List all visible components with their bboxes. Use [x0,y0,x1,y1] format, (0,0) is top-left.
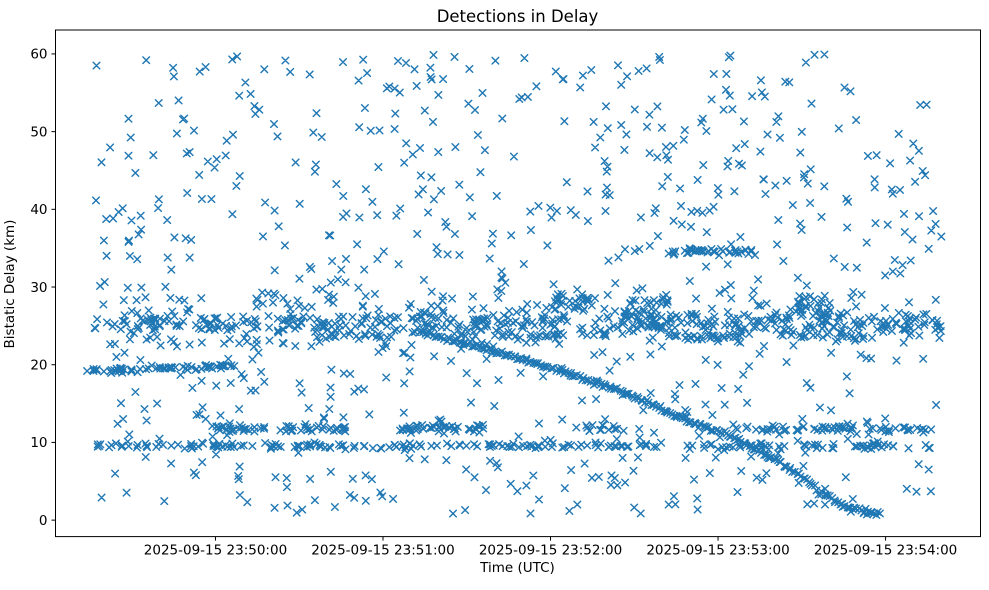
y-tick-label: 20 [30,358,47,374]
scatter-markers [83,50,946,519]
x-tick-label: 2025-09-15 23:52:00 [479,543,622,559]
y-tick-label: 60 [30,47,47,63]
y-tick-label: 10 [30,435,47,451]
y-tick-label: 0 [39,513,48,529]
x-tick-label: 2025-09-15 23:53:00 [646,543,789,559]
y-tick-label: 50 [30,124,47,140]
x-tick-label: 2025-09-15 23:51:00 [311,543,454,559]
axes-frame [55,29,981,538]
x-tick-label: 2025-09-15 23:54:00 [814,543,957,559]
x-tick-label: 2025-09-15 23:50:00 [144,543,287,559]
x-axis-label: Time (UTC) [480,560,555,576]
y-tick-label: 30 [30,280,47,296]
plot-title: Detections in Delay [436,7,599,26]
y-tick-label: 40 [30,202,47,218]
